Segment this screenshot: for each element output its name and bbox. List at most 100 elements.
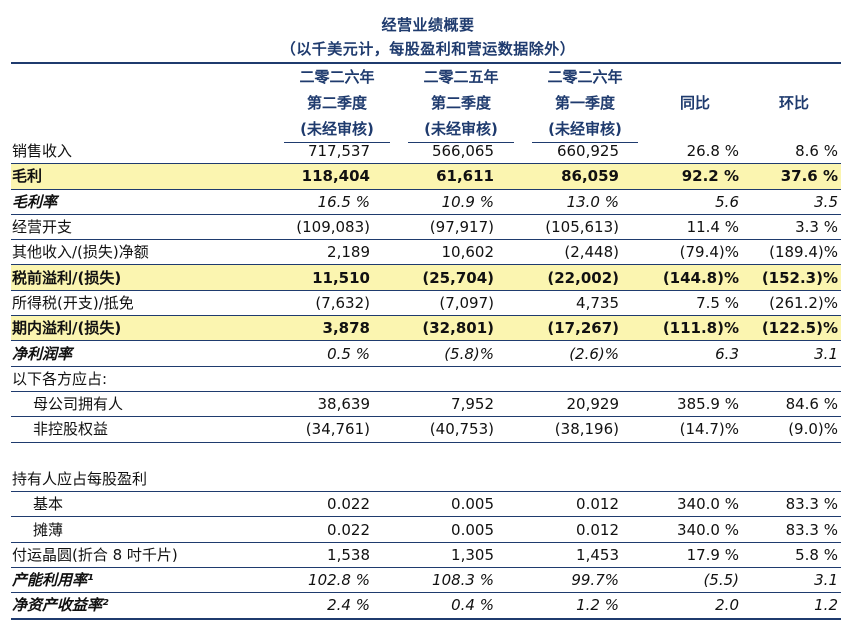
column-header-year: 二零二六年 bbox=[299, 68, 375, 86]
table-cell: 4,735 bbox=[514, 290, 639, 317]
table-row: 持有人应占每股盈利 bbox=[11, 466, 841, 493]
table-row: 期内溢利/(损失) 3,878 (32,801) (17,267) (111.8… bbox=[11, 315, 841, 342]
table-row: 销售收入 717,537 566,065 660,925 26.8 % 8.6 … bbox=[11, 139, 841, 165]
table-cell: 61,611 bbox=[390, 163, 514, 190]
results-table: 销售收入 717,537 566,065 660,925 26.8 % 8.6 … bbox=[11, 139, 841, 620]
table-cell: 1,453 bbox=[514, 542, 639, 569]
table-row-spacer bbox=[11, 442, 841, 467]
row-label-non-controlling: 非控股权益 bbox=[11, 416, 267, 443]
table-cell: 3,878 bbox=[267, 315, 390, 342]
table-row: 基本 0.022 0.005 0.012 340.0 % 83.3 % bbox=[11, 491, 841, 518]
table-cell: (109,083) bbox=[267, 214, 390, 241]
table-cell: (111.8)% bbox=[639, 315, 741, 342]
column-header-qoq: 环比 bbox=[778, 94, 809, 112]
table-cell: 10,602 bbox=[390, 239, 514, 266]
table-row: 所得税(开支)/抵免 (7,632) (7,097) 4,735 7.5 % (… bbox=[11, 290, 841, 317]
table-cell: 38,639 bbox=[267, 391, 390, 418]
table-cell: 340.0 % bbox=[639, 516, 741, 543]
table-cell: 1,538 bbox=[267, 542, 390, 569]
table-row: 净利润率 0.5 % (5.8)% (2.6)% 6.3 3.1 bbox=[11, 340, 841, 367]
column-header-q2-2025: 二零二五年 第二季度 (未经审核) bbox=[408, 64, 514, 143]
row-label-eps-basic: 基本 bbox=[11, 491, 267, 518]
report-title: 经营业绩概要 bbox=[381, 16, 475, 34]
table-row: 税前溢利/(损失) 11,510 (25,704) (22,002) (144.… bbox=[11, 264, 841, 291]
table-cell: 84.6 % bbox=[741, 391, 841, 418]
column-header-quarter: 第二季度 bbox=[430, 94, 491, 112]
column-header-year: 二零二六年 bbox=[547, 68, 623, 86]
table-cell: (34,761) bbox=[267, 416, 390, 443]
row-label-profit-before-tax: 税前溢利/(损失) bbox=[11, 264, 267, 291]
table-cell: 2.0 bbox=[639, 592, 741, 620]
table-cell: (7,097) bbox=[390, 290, 514, 317]
column-header-q1-2026: 二零二六年 第一季度 (未经审核) bbox=[532, 64, 638, 143]
table-cell: 3.1 bbox=[741, 340, 841, 367]
table-cell: (261.2)% bbox=[741, 290, 841, 317]
row-label-attributable-to: 以下各方应占: bbox=[11, 366, 267, 392]
table-cell: 3.1 bbox=[741, 567, 841, 594]
table-cell bbox=[639, 466, 741, 493]
table-cell: 11.4 % bbox=[639, 214, 741, 241]
table-row: 非控股权益 (34,761) (40,753) (38,196) (14.7)%… bbox=[11, 416, 841, 443]
table-cell: 102.8 % bbox=[267, 567, 390, 594]
row-label-eps-diluted: 摊薄 bbox=[11, 516, 267, 543]
table-cell: 0.022 bbox=[267, 516, 390, 543]
table-row: 母公司拥有人 38,639 7,952 20,929 385.9 % 84.6 … bbox=[11, 391, 841, 418]
table-cell: 0.012 bbox=[514, 516, 639, 543]
table-cell: 1.2 % bbox=[514, 592, 639, 620]
table-row: 其他收入/(损失)净额 2,189 10,602 (2,448) (79.4)%… bbox=[11, 239, 841, 266]
table-cell: (5.8)% bbox=[390, 340, 514, 367]
table-cell: 0.012 bbox=[514, 491, 639, 518]
table-cell: 3.3 % bbox=[741, 214, 841, 241]
table-cell: (40,753) bbox=[390, 416, 514, 443]
table-cell: 37.6 % bbox=[741, 163, 841, 190]
row-label-other-income: 其他收入/(损失)净额 bbox=[11, 239, 267, 266]
column-header-yoy: 同比 bbox=[679, 94, 710, 112]
column-header-quarter: 第一季度 bbox=[554, 94, 615, 112]
table-cell bbox=[741, 466, 841, 493]
row-label-empty bbox=[11, 442, 267, 467]
table-cell: 7,952 bbox=[390, 391, 514, 418]
table-row: 产能利用率¹ 102.8 % 108.3 % 99.7% (5.5) 3.1 bbox=[11, 567, 841, 594]
row-label-roe: 净资产收益率² bbox=[11, 592, 267, 620]
table-cell: (122.5)% bbox=[741, 315, 841, 342]
table-cell: 717,537 bbox=[267, 139, 390, 165]
top-divider bbox=[11, 62, 841, 64]
table-cell bbox=[514, 466, 639, 493]
row-label-wafer-shipments: 付运晶圆(折合 8 吋千片) bbox=[11, 542, 267, 569]
table-row: 毛利 118,404 61,611 86,059 92.2 % 37.6 % bbox=[11, 163, 841, 190]
table-cell bbox=[514, 366, 639, 392]
row-label-income-tax: 所得税(开支)/抵免 bbox=[11, 290, 267, 317]
table-cell: 0.022 bbox=[267, 491, 390, 518]
table-cell: 0.005 bbox=[390, 491, 514, 518]
table-cell bbox=[267, 366, 390, 392]
row-label-utilization: 产能利用率¹ bbox=[11, 567, 267, 594]
table-row: 以下各方应占: bbox=[11, 366, 841, 392]
table-cell: 16.5 % bbox=[267, 189, 390, 215]
table-cell: 1,305 bbox=[390, 542, 514, 569]
table-cell bbox=[639, 442, 741, 467]
table-cell bbox=[390, 466, 514, 493]
table-cell bbox=[390, 366, 514, 392]
table-cell: 13.0 % bbox=[514, 189, 639, 215]
table-cell bbox=[267, 466, 390, 493]
table-cell: (97,917) bbox=[390, 214, 514, 241]
table-cell: 10.9 % bbox=[390, 189, 514, 215]
table-row: 净资产收益率² 2.4 % 0.4 % 1.2 % 2.0 1.2 bbox=[11, 592, 841, 620]
table-cell: (22,002) bbox=[514, 264, 639, 291]
table-cell bbox=[741, 442, 841, 467]
table-cell: 17.9 % bbox=[639, 542, 741, 569]
table-cell: 83.3 % bbox=[741, 491, 841, 518]
row-label-period-profit: 期内溢利/(损失) bbox=[11, 315, 267, 342]
table-cell: (152.3)% bbox=[741, 264, 841, 291]
table-cell: (7,632) bbox=[267, 290, 390, 317]
row-label-gross-profit: 毛利 bbox=[11, 163, 267, 190]
table-cell: 108.3 % bbox=[390, 567, 514, 594]
table-cell: 26.8 % bbox=[639, 139, 741, 165]
table-cell: 0.4 % bbox=[390, 592, 514, 620]
column-header-q2-2026: 二零二六年 第二季度 (未经审核) bbox=[284, 64, 390, 143]
table-cell: 0.005 bbox=[390, 516, 514, 543]
table-row: 付运晶圆(折合 8 吋千片) 1,538 1,305 1,453 17.9 % … bbox=[11, 542, 841, 569]
table-cell: 6.3 bbox=[639, 340, 741, 367]
table-cell: 0.5 % bbox=[267, 340, 390, 367]
